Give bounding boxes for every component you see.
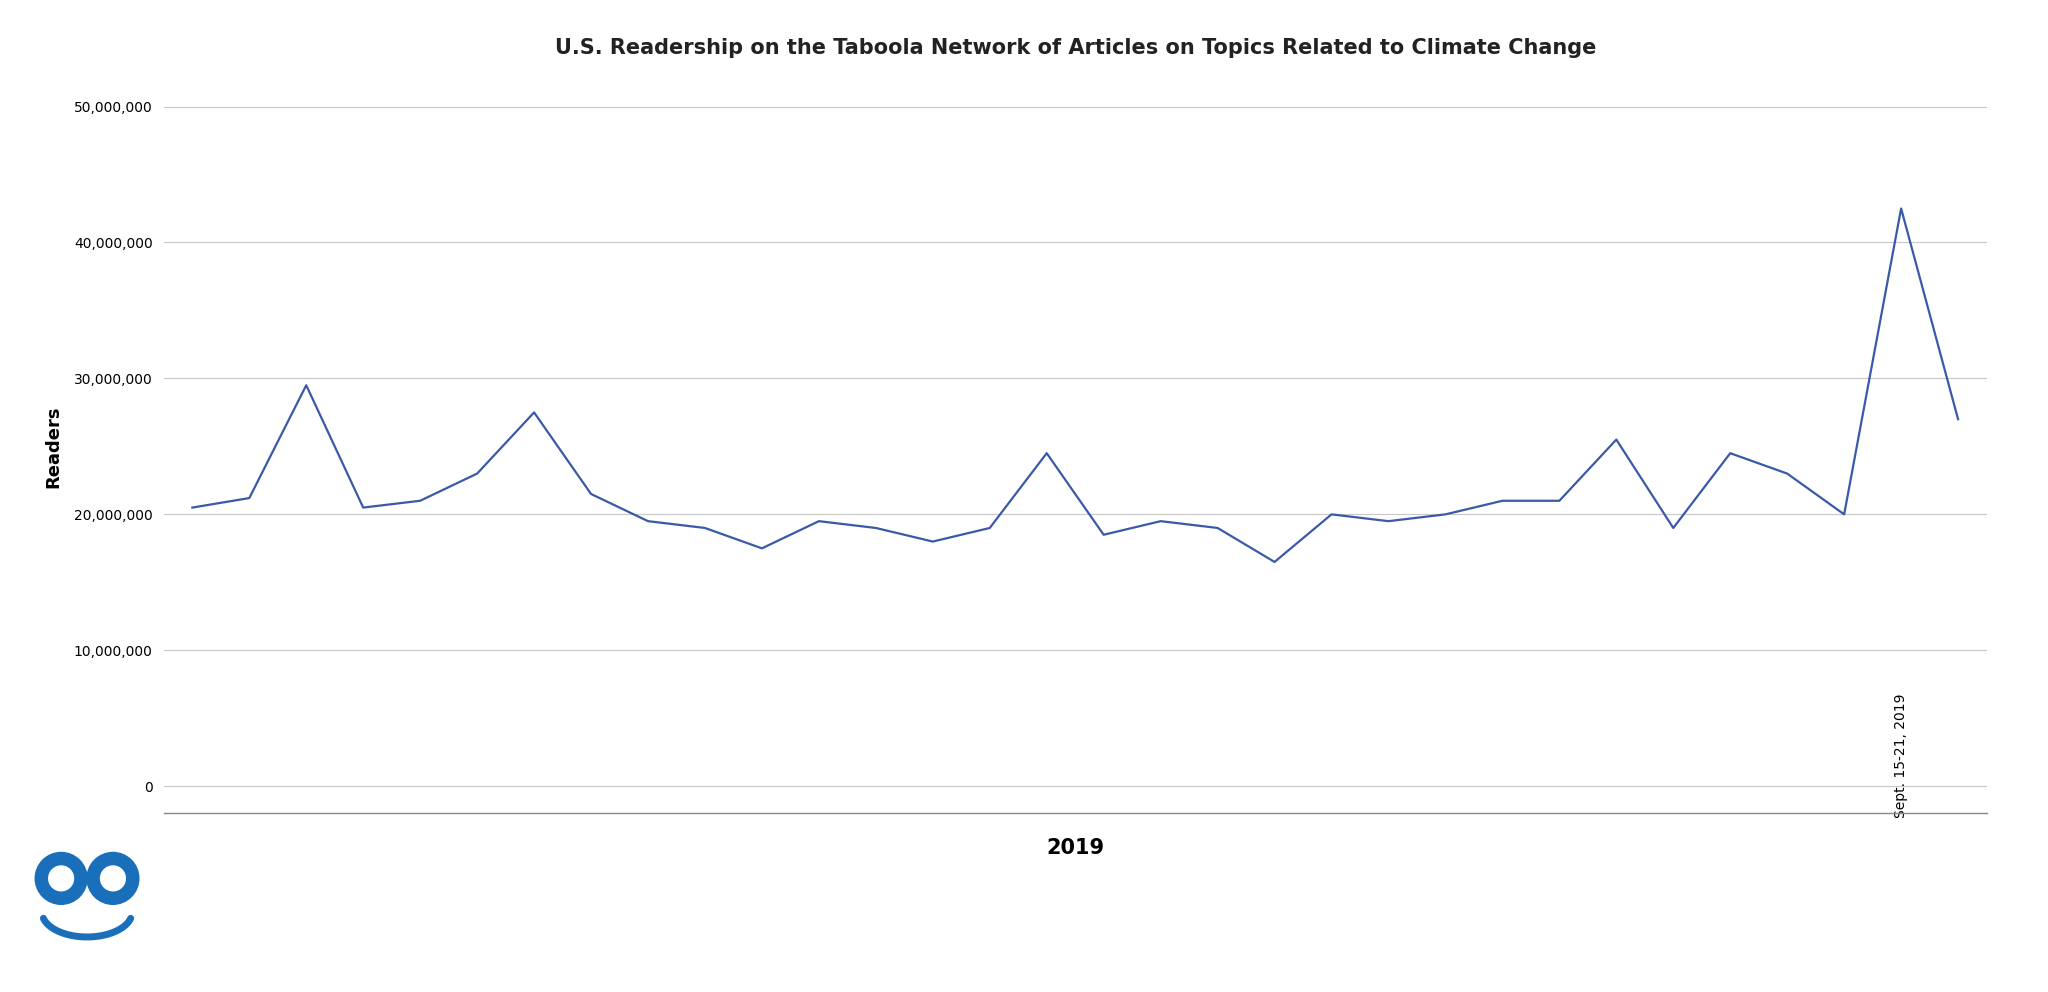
Circle shape bbox=[86, 852, 139, 905]
Circle shape bbox=[35, 852, 86, 905]
Y-axis label: Readers: Readers bbox=[45, 405, 63, 488]
Title: U.S. Readership on the Taboola Network of Articles on Topics Related to Climate : U.S. Readership on the Taboola Network o… bbox=[555, 39, 1595, 59]
Circle shape bbox=[49, 866, 74, 891]
X-axis label: 2019: 2019 bbox=[1047, 838, 1104, 858]
Circle shape bbox=[100, 866, 125, 891]
